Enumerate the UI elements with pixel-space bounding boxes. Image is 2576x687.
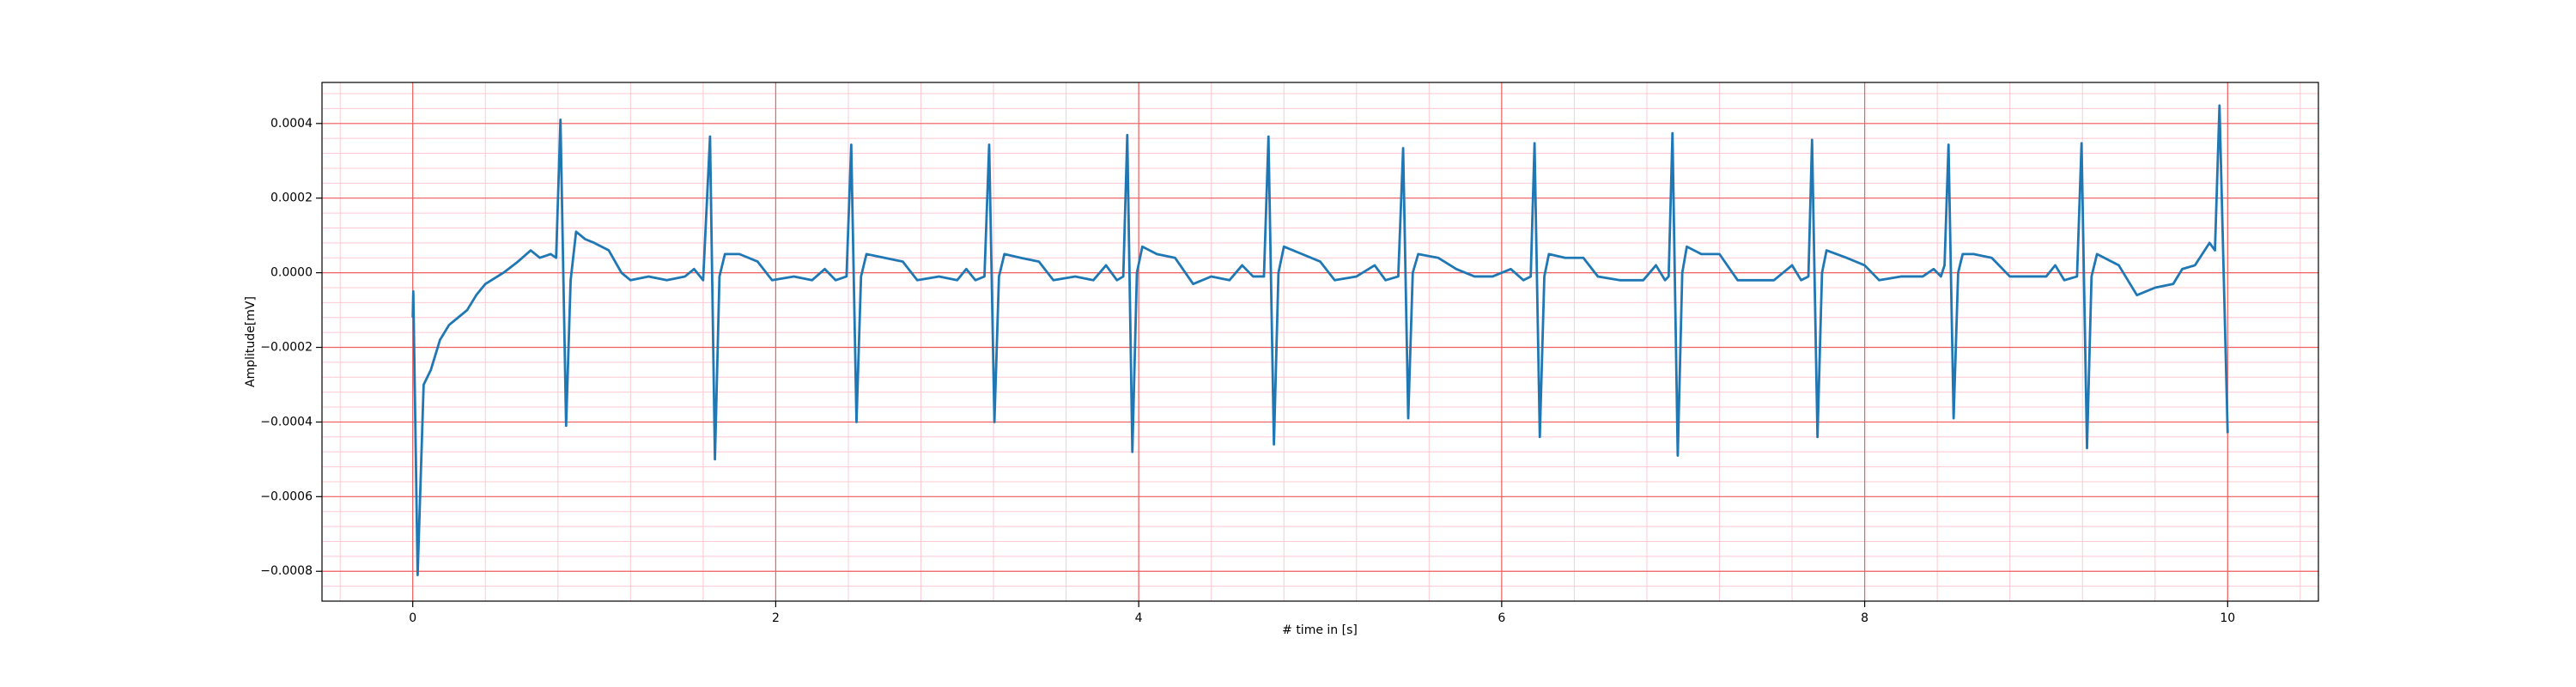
x-tick-label: 6 [1498, 611, 1505, 625]
y-tick-label: −0.0002 [260, 341, 313, 355]
x-tick-label: 8 [1861, 611, 1868, 625]
x-tick-label: 0 [409, 611, 416, 625]
y-tick-label: 0.0004 [270, 117, 313, 131]
y-tick-label: 0.0000 [270, 266, 313, 280]
x-tick-label: 4 [1135, 611, 1143, 625]
ecg-line [411, 104, 2229, 576]
x-tick-label: 2 [772, 611, 780, 625]
plot-frame [321, 82, 2319, 602]
y-tick-label: 0.0002 [270, 192, 313, 205]
x-axis-label: # time in [s] [1282, 623, 1358, 637]
y-axis-label: Amplitude[mV] [244, 296, 258, 387]
x-tick-label: 10 [2220, 611, 2235, 625]
y-tick-label: −0.0006 [260, 489, 313, 503]
y-tick-label: −0.0004 [260, 415, 313, 429]
y-tick-label: −0.0008 [260, 564, 313, 578]
